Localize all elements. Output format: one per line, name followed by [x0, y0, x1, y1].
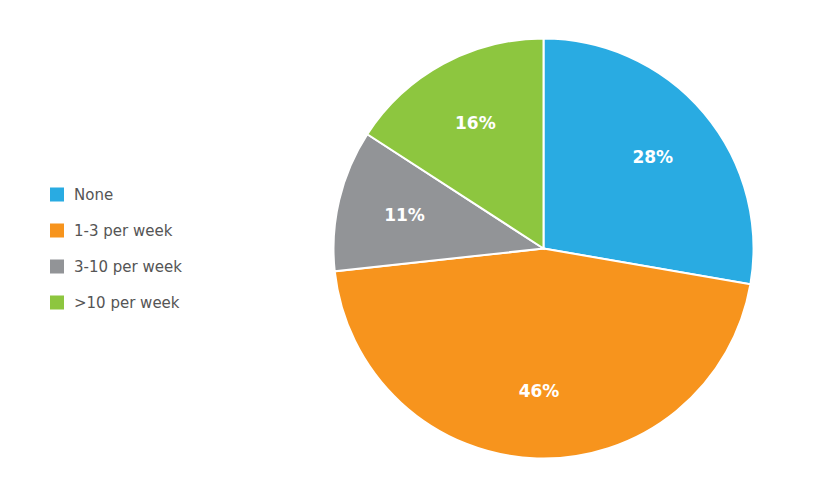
legend-label: 3-10 per week: [74, 258, 182, 276]
data-label: 28%: [632, 147, 673, 167]
slice: [544, 39, 754, 285]
data-labels: 28% 46% 11% 16%: [384, 113, 673, 401]
legend-label: None: [74, 186, 113, 204]
legend: None 1-3 per week 3-10 per week >10 per wee…: [50, 186, 182, 312]
data-label: 11%: [384, 205, 425, 225]
legend-swatch: [50, 188, 64, 202]
legend-swatch: [50, 224, 64, 238]
legend-swatch: [50, 296, 64, 310]
legend-label: >10 per week: [74, 294, 180, 312]
data-label: 16%: [455, 113, 496, 133]
data-label: 46%: [519, 381, 560, 401]
slice: [367, 39, 543, 249]
legend-swatch: [50, 260, 64, 274]
chart: 28% 46% 11% 16% None 1-3 per week 3-10 per wee…: [0, 0, 827, 497]
slice: [335, 249, 751, 459]
slices: [333, 39, 753, 459]
legend-label: 1-3 per week: [74, 222, 173, 240]
